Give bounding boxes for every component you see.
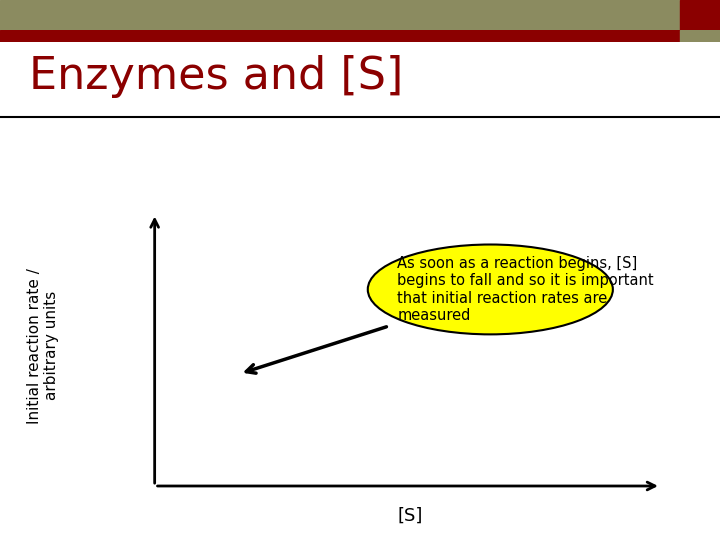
- Text: [S]: [S]: [397, 507, 423, 525]
- Bar: [680, 0, 720, 30]
- Bar: [680, 30, 720, 42]
- Text: As soon as a reaction begins, [S]
begins to fall and so it is important
that ini: As soon as a reaction begins, [S] begins…: [397, 256, 654, 323]
- Text: Initial reaction rate /
arbitrary units: Initial reaction rate / arbitrary units: [27, 268, 59, 423]
- Text: Enzymes and [S]: Enzymes and [S]: [29, 55, 403, 98]
- Ellipse shape: [368, 245, 613, 334]
